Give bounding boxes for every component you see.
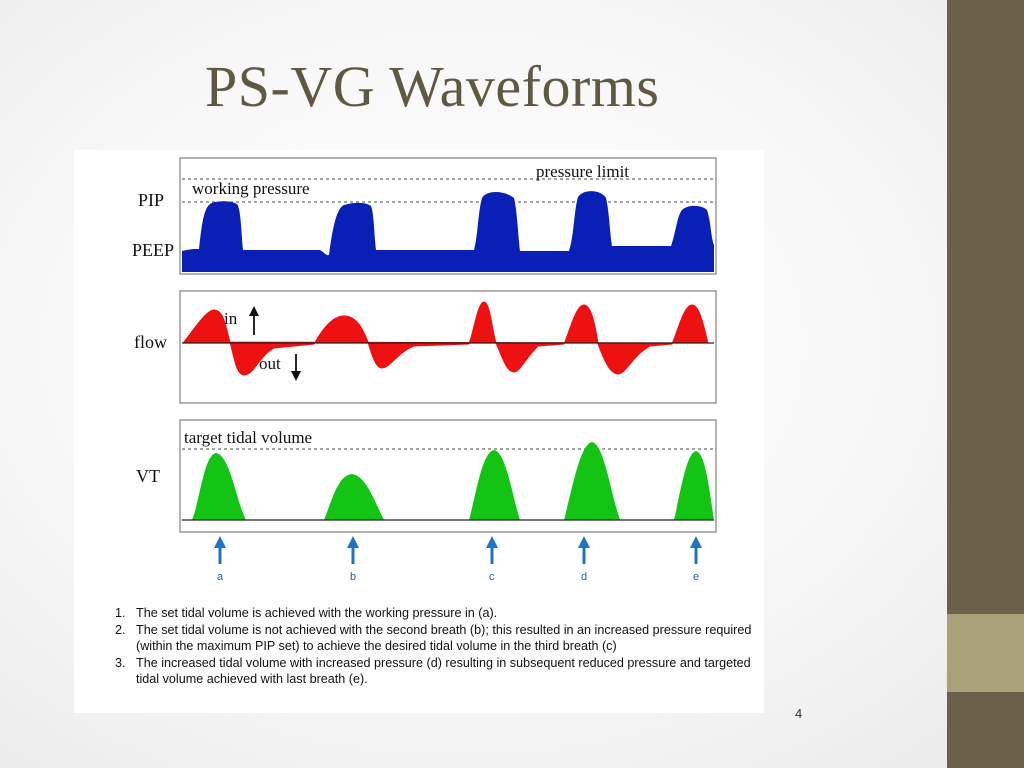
up-arrow-icon [347, 536, 359, 548]
breath-markers: a b c d e [214, 536, 702, 583]
note-item: 1. The set tidal volume is achieved with… [112, 605, 752, 622]
flow-in-label: in [224, 309, 238, 328]
volume-waveform [184, 442, 714, 520]
page-number: 4 [795, 706, 803, 721]
flow-out-label: out [259, 354, 281, 373]
peep-label: PEEP [132, 240, 174, 260]
note-text: The increased tidal volume with increase… [136, 655, 751, 687]
note-number: 2. [115, 622, 126, 637]
note-text: The set tidal volume is not achieved wit… [136, 622, 752, 654]
slide-title: PS-VG Waveforms [205, 54, 660, 119]
notes-list: 1. The set tidal volume is achieved with… [112, 605, 752, 688]
up-arrow-icon [486, 536, 498, 548]
up-arrow-icon [690, 536, 702, 548]
note-text: The set tidal volume is achieved with th… [136, 606, 498, 620]
breath-label-a: a [217, 571, 224, 583]
pressure-limit-label: pressure limit [536, 162, 629, 181]
vt-label: VT [136, 466, 160, 486]
flow-out-arrow-icon [291, 354, 301, 381]
waveform-diagram: PIP PEEP working pressure pressure limit… [132, 157, 717, 583]
sidebar-accent-block [947, 614, 1024, 692]
breath-label-b: b [350, 571, 356, 583]
flow-in-arrow-icon [249, 306, 259, 335]
volume-panel-frame [179, 419, 717, 533]
breath-marker-c: c [486, 536, 498, 583]
volume-panel: VT target tidal volume [136, 419, 717, 533]
breath-label-c: c [489, 571, 495, 583]
waveform-figure: PIP PEEP working pressure pressure limit… [74, 150, 764, 713]
note-item: 2. The set tidal volume is not achieved … [112, 622, 752, 655]
breath-marker-d: d [578, 536, 590, 583]
breath-label-d: d [581, 571, 587, 583]
up-arrow-icon [214, 536, 226, 548]
breath-marker-a: a [214, 536, 226, 583]
target-tidal-volume-label: target tidal volume [184, 428, 312, 447]
flow-waveform [182, 301, 709, 376]
breath-marker-e: e [690, 536, 702, 583]
working-pressure-label: working pressure [192, 179, 310, 198]
note-number: 3. [115, 655, 126, 670]
pip-label: PIP [138, 190, 164, 210]
pressure-panel: PIP PEEP working pressure pressure limit [132, 157, 717, 275]
note-number: 1. [115, 606, 126, 620]
breath-label-e: e [693, 571, 699, 583]
flow-panel: flow in out [134, 290, 717, 404]
breath-marker-b: b [347, 536, 359, 583]
note-item: 3. The increased tidal volume with incre… [112, 655, 752, 688]
pressure-waveform [182, 191, 714, 272]
flow-label: flow [134, 332, 167, 352]
up-arrow-icon [578, 536, 590, 548]
